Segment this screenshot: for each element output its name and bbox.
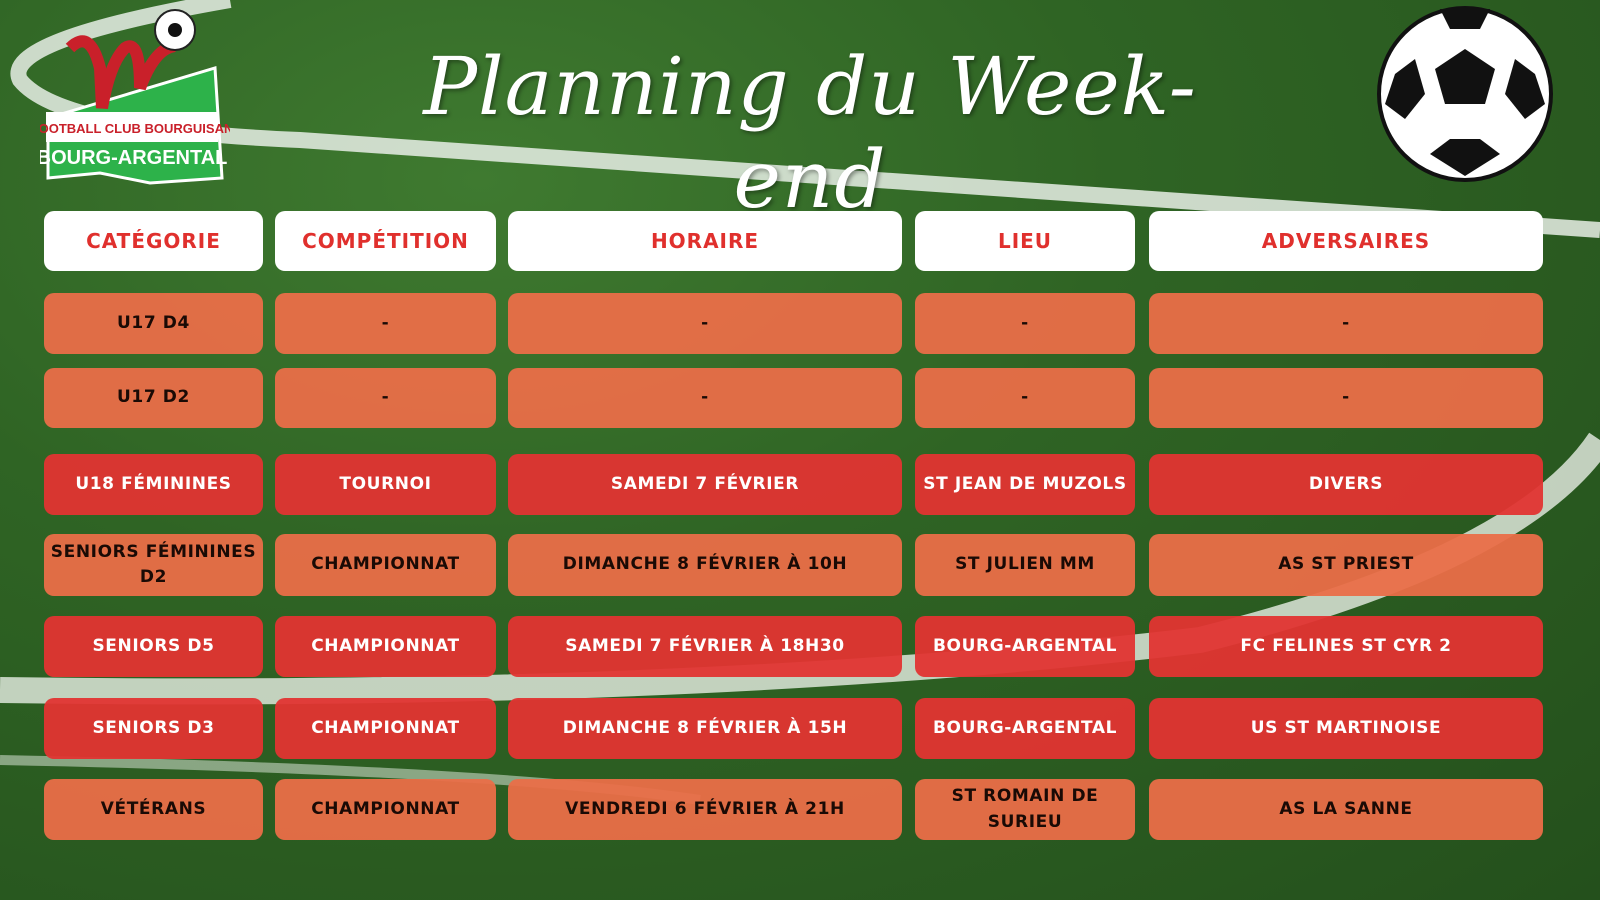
cell-time: VENDREDI 6 FÉVRIER À 21H — [508, 779, 902, 840]
cell-time: - — [508, 368, 902, 428]
cell-competition: CHAMPIONNAT — [275, 779, 496, 840]
page-title: Planning du Week-end — [423, 40, 1197, 226]
cell-competition: CHAMPIONNAT — [275, 534, 496, 596]
svg-text:FOOTBALL CLUB BOURGUISAN: FOOTBALL CLUB BOURGUISAN — [40, 121, 230, 136]
cell-category: VÉTÉRANS — [44, 779, 263, 840]
header-time: HORAIRE — [508, 211, 902, 271]
header-competition: COMPÉTITION — [275, 211, 496, 271]
cell-location: ST JULIEN MM — [915, 534, 1135, 596]
cell-time: SAMEDI 7 FÉVRIER — [508, 454, 902, 515]
soccer-ball-icon — [1377, 6, 1553, 182]
cell-opponents: US ST MARTINOISE — [1149, 698, 1543, 759]
cell-time: SAMEDI 7 FÉVRIER À 18H30 — [508, 616, 902, 677]
cell-competition: CHAMPIONNAT — [275, 616, 496, 677]
cell-competition: - — [275, 293, 496, 354]
cell-location: - — [915, 368, 1135, 428]
cell-location: BOURG-ARGENTAL — [915, 616, 1135, 677]
cell-time: - — [508, 293, 902, 354]
svg-text:BOURG-ARGENTAL: BOURG-ARGENTAL — [40, 147, 227, 169]
header-category: CATÉGORIE — [44, 211, 263, 271]
cell-opponents: - — [1149, 293, 1543, 354]
cell-opponents: - — [1149, 368, 1543, 428]
cell-opponents: FC FELINES ST CYR 2 — [1149, 616, 1543, 677]
cell-location: ST ROMAIN DE SURIEU — [915, 779, 1135, 840]
cell-location: - — [915, 293, 1135, 354]
cell-opponents: AS ST PRIEST — [1149, 534, 1543, 596]
club-logo: FOOTBALL CLUB BOURGUISAN BOURG-ARGENTAL — [40, 9, 230, 185]
cell-competition: CHAMPIONNAT — [275, 698, 496, 759]
cell-opponents: DIVERS — [1149, 454, 1543, 515]
header-opponents: ADVERSAIRES — [1149, 211, 1543, 271]
cell-category: SENIORS D5 — [44, 616, 263, 677]
cell-category: U17 D4 — [44, 293, 263, 354]
cell-category: U17 D2 — [44, 368, 263, 428]
cell-opponents: AS LA SANNE — [1149, 779, 1543, 840]
cell-competition: TOURNOI — [275, 454, 496, 515]
cell-category: SENIORS D3 — [44, 698, 263, 759]
cell-time: DIMANCHE 8 FÉVRIER À 10H — [508, 534, 902, 596]
cell-location: ST JEAN DE MUZOLS — [915, 454, 1135, 515]
cell-category: U18 FÉMININES — [44, 454, 263, 515]
cell-category: SENIORS FÉMININES D2 — [44, 534, 263, 596]
header-location: LIEU — [915, 211, 1135, 271]
cell-time: DIMANCHE 8 FÉVRIER À 15H — [508, 698, 902, 759]
cell-location: BOURG-ARGENTAL — [915, 698, 1135, 759]
cell-competition: - — [275, 368, 496, 428]
